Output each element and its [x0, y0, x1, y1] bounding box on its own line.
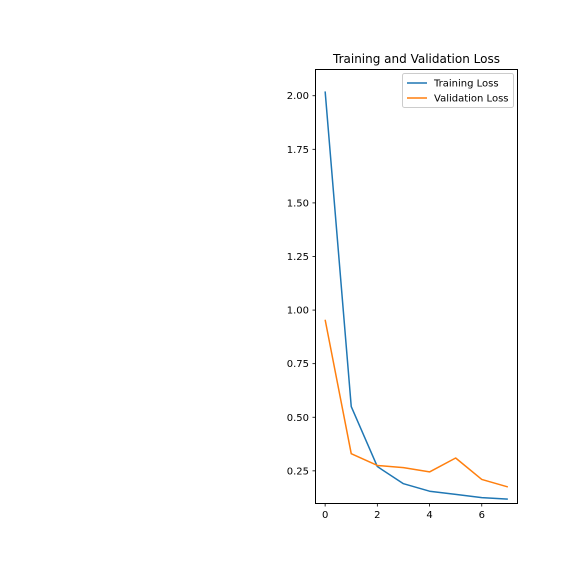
series-line-validation-loss: [324, 319, 509, 488]
y-tick-label: 1.75: [287, 145, 309, 156]
y-tick-label: 0.25: [287, 466, 309, 477]
chart-title: Training and Validation Loss: [332, 52, 500, 66]
series-lines: [324, 91, 509, 500]
legend-label-training-loss: Training Loss: [433, 79, 499, 90]
y-tick-label: 1.50: [287, 198, 309, 209]
y-tick-label: 0.50: [287, 413, 309, 424]
y-tick-label: 0.75: [287, 359, 309, 370]
legend-box: [402, 73, 514, 108]
x-tick-label: 2: [374, 510, 380, 521]
axes-frame: [315, 69, 518, 504]
x-tick-label: 6: [479, 510, 485, 521]
y-tick-label: 2.00: [287, 91, 309, 102]
x-tick-label: 4: [426, 510, 432, 521]
axis-ticks: 0.25 0.50 0.75 1.00 1.25 1.50 1.75 2.00 0 2 4 6: [287, 91, 485, 521]
legend-label-validation-loss: Validation Loss: [434, 94, 509, 105]
y-tick-label: 1.25: [287, 252, 309, 263]
legend: Training Loss Validation Loss: [402, 73, 514, 108]
series-line-training-loss: [324, 91, 508, 500]
x-tick-label: 0: [322, 510, 328, 521]
y-tick-label: 1.00: [287, 306, 309, 317]
